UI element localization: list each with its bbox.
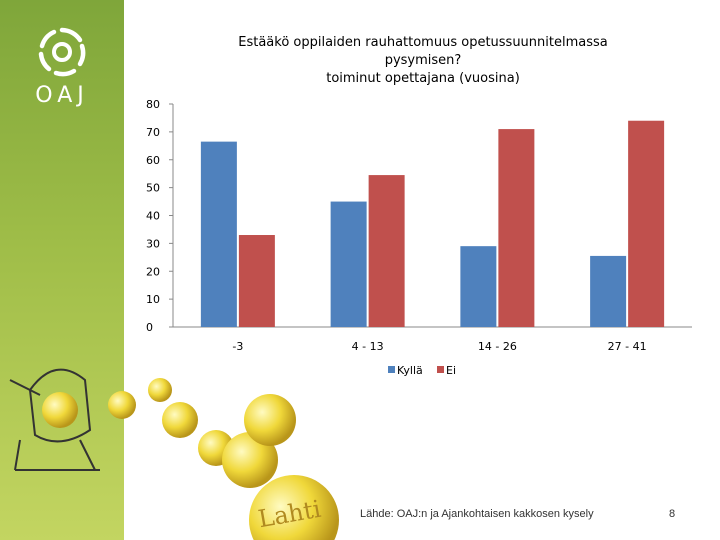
legend-label: Kyllä bbox=[397, 364, 423, 377]
bar-ei-3 bbox=[628, 120, 665, 327]
y-tick-label: 20 bbox=[146, 265, 160, 278]
x-tick-label: 27 - 41 bbox=[608, 340, 647, 353]
bar-kylla-3 bbox=[590, 255, 627, 327]
x-tick-label: 14 - 26 bbox=[478, 340, 517, 353]
legend-label: Ei bbox=[446, 364, 456, 377]
chart-title-line-3: toiminut opettajana (vuosina) bbox=[326, 71, 520, 86]
chart-title-line-2: pysymisen? bbox=[385, 53, 462, 68]
y-tick-label: 10 bbox=[146, 293, 160, 306]
y-tick-label: 60 bbox=[146, 154, 160, 167]
x-tick-label: 4 - 13 bbox=[352, 340, 384, 353]
bar-ei-2 bbox=[498, 129, 535, 327]
x-tick-label: -3 bbox=[232, 340, 243, 353]
bar-kylla-1 bbox=[330, 201, 367, 327]
legend-swatch-1 bbox=[437, 366, 444, 373]
y-tick-label: 30 bbox=[146, 237, 160, 250]
bar-ei-0 bbox=[238, 235, 275, 327]
y-tick-label: 50 bbox=[146, 182, 160, 195]
y-tick-label: 80 bbox=[146, 98, 160, 111]
logo-text: OAJ bbox=[35, 83, 89, 108]
oaj-logo-icon bbox=[38, 27, 86, 77]
y-tick-label: 0 bbox=[146, 321, 153, 334]
legend-swatch-0 bbox=[388, 366, 395, 373]
lottery-decoration-icon bbox=[9, 368, 339, 540]
y-tick-label: 70 bbox=[146, 126, 160, 139]
page-number: 8 bbox=[669, 508, 676, 520]
y-tick-label: 40 bbox=[146, 210, 160, 223]
bar-kylla-2 bbox=[460, 246, 497, 327]
chart-title-line-1: Estääkö oppilaiden rauhattomuus opetussu… bbox=[238, 35, 608, 50]
bar-ei-1 bbox=[368, 175, 405, 327]
bar-kylla-0 bbox=[200, 141, 237, 327]
source-note: Lähde: OAJ:n ja Ajankohtaisen kakkosen k… bbox=[360, 508, 594, 520]
sidebar: OAJ bbox=[0, 0, 124, 540]
